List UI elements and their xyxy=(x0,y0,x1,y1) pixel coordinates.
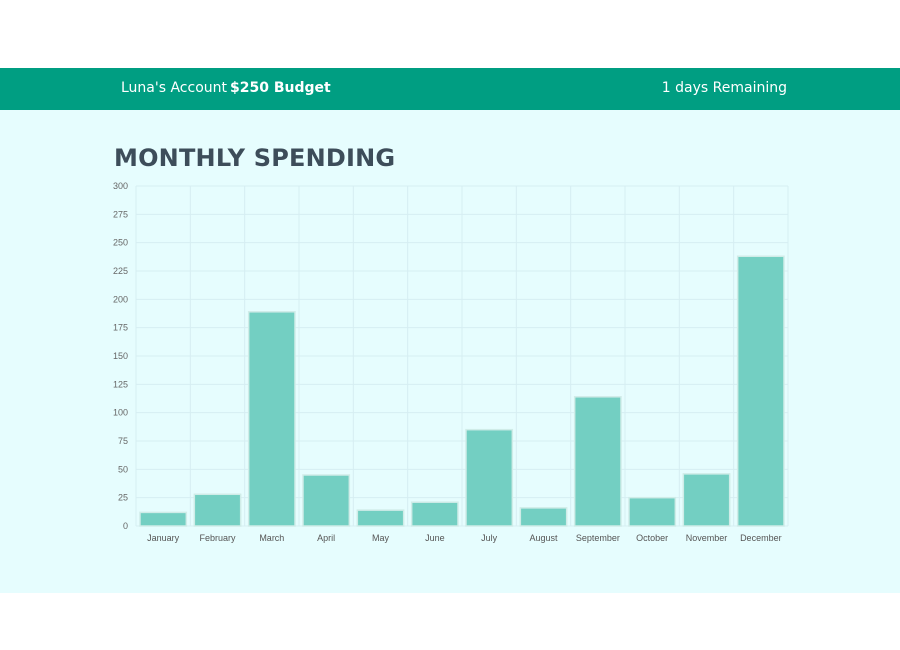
bar-july xyxy=(465,428,514,527)
x-tick-label: February xyxy=(199,533,236,543)
y-tick-label: 175 xyxy=(113,323,128,333)
bar-may xyxy=(356,509,405,527)
x-tick-label: July xyxy=(481,533,498,543)
y-tick-label: 0 xyxy=(123,521,128,531)
account-name: Luna's Account xyxy=(121,80,227,96)
monthly-spending-chart: 0 25 50 75 100 125 150 175 200 225 250 275 300 Januar… xyxy=(113,181,789,543)
y-tick-label: 25 xyxy=(118,493,128,503)
x-tick-label: September xyxy=(576,533,620,543)
bar-december xyxy=(736,255,785,527)
budget-amount: $250 Budget xyxy=(230,80,331,96)
y-tick-label: 100 xyxy=(113,408,128,418)
x-tick-label: June xyxy=(425,533,445,543)
y-tick-label: 275 xyxy=(113,209,128,219)
bar-november xyxy=(682,473,731,527)
x-tick-label: May xyxy=(372,533,390,543)
x-tick-label: October xyxy=(636,533,668,543)
days-remaining: 1 days Remaining xyxy=(661,80,787,96)
x-tick-label: March xyxy=(259,533,284,543)
y-tick-label: 150 xyxy=(113,351,128,361)
bar-june xyxy=(410,501,459,527)
x-tick-label: April xyxy=(317,533,335,543)
bar-august xyxy=(519,507,568,527)
bar-march xyxy=(247,311,296,527)
y-tick-label: 125 xyxy=(113,379,128,389)
main-panel: MONTHLY SPENDING 0 25 50 75 100 125 150 175 200 2… xyxy=(0,110,900,593)
top-bar: Luna's Account $250 Budget 1 days Remain… xyxy=(0,68,900,110)
bar-february xyxy=(193,493,242,527)
x-tick-label: November xyxy=(686,533,728,543)
bar-october xyxy=(628,496,677,527)
bar-april xyxy=(302,474,351,527)
chart-title: MONTHLY SPENDING xyxy=(114,144,396,172)
y-tick-label: 225 xyxy=(113,266,128,276)
x-tick-label: December xyxy=(740,533,782,543)
x-tick-label: January xyxy=(147,533,180,543)
y-tick-label: 250 xyxy=(113,238,128,248)
bar-september xyxy=(573,396,622,527)
y-tick-label: 75 xyxy=(118,436,128,446)
y-tick-label: 300 xyxy=(113,181,128,191)
bar-january xyxy=(139,511,188,527)
y-tick-label: 50 xyxy=(118,464,128,474)
y-tick-label: 200 xyxy=(113,294,128,304)
x-tick-label: August xyxy=(529,533,558,543)
